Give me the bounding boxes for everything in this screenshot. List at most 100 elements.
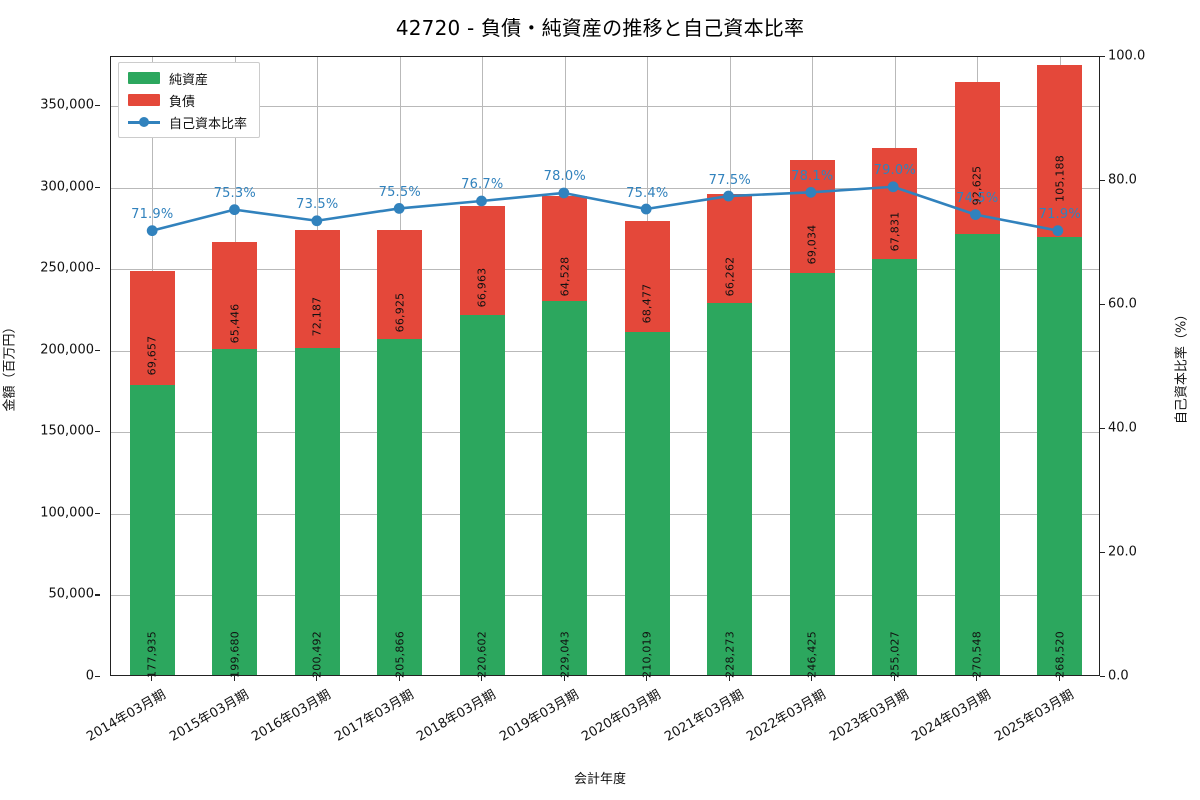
gridline-horizontal [111,432,1099,434]
stacked-bar[interactable]: 228,273 66,262 [707,194,753,678]
bar-segment-liability[interactable] [212,242,258,350]
bar-value-label-liability: 69,034 [805,224,819,264]
x-axis-tickmark [233,676,235,681]
bar-segment-liability[interactable] [624,220,670,333]
bar-value-label-equity: 177,935 [145,631,159,678]
bar-value-label-equity: 228,273 [723,631,737,678]
bar-segment-equity[interactable] [789,272,835,675]
legend-item-2[interactable]: 自己資本比率 [128,114,248,132]
gridline-horizontal [111,187,1099,189]
bar-value-label-liability: 105,188 [1053,155,1067,203]
stacked-bar[interactable]: 268,520 105,188 [1037,65,1083,678]
ratio-value-label: 79.0% [873,163,916,179]
legend-label: 負債 [169,94,196,110]
stacked-bar[interactable]: 229,043 64,528 [542,196,588,678]
y-axis-left-tickmark [95,431,100,433]
y-axis-right-tickmark [1100,552,1105,554]
x-axis-tick-label: 2019年03月期 [496,687,582,745]
legend-swatch-icon [128,94,160,106]
y-axis-left-tick-label: 350,000 [40,97,94,113]
stacked-bar[interactable]: 220,602 66,963 [459,205,505,678]
ratio-value-label: 78.0% [543,169,586,185]
legend-item-0[interactable]: 純資産 [128,70,247,88]
gridline-horizontal [111,105,1099,107]
bar-value-label-liability: 72,187 [310,296,324,337]
x-axis-tickmark [728,676,730,681]
bar-segment-equity[interactable] [624,332,670,675]
x-axis-tick-label: 2014年03月期 [84,687,169,745]
y-axis-right-tick-label: 100.0 [1108,48,1146,64]
y-axis-left-tickmark [95,676,100,678]
bar-segment-liability[interactable] [954,82,1000,234]
stacked-bar[interactable]: 200,492 72,187 [294,230,340,678]
stacked-bar[interactable]: 199,680 65,446 [212,242,258,678]
ratio-value-label: 73.5% [296,197,339,213]
legend-item-1[interactable]: 負債 [128,92,247,110]
stacked-bar[interactable]: 246,425 69,034 [789,160,835,678]
y-axis-left-tickmark [95,349,100,351]
bar-value-label-liability: 69,657 [145,335,159,376]
gridline-horizontal [111,350,1099,352]
y-axis-right-tickmark [1100,180,1105,182]
bar-segment-equity[interactable] [542,301,588,675]
y-axis-left-tick-label: 0 [85,668,94,684]
x-axis-tickmark [563,676,565,681]
bar-segment-liability[interactable] [129,271,175,385]
bar-segment-equity[interactable] [872,258,918,675]
bar-segment-equity[interactable] [212,349,258,675]
x-axis-tickmark [481,676,483,681]
legend-label: 自己資本比率 [169,116,248,132]
bar-segment-equity[interactable] [954,233,1000,675]
stacked-bar[interactable]: 210,019 68,477 [624,220,670,678]
x-axis-tick-label: 2022年03月期 [744,687,829,745]
x-axis-tickmark [646,676,648,681]
legend-line-marker-icon [128,116,160,128]
chart-legend: 純資産負債自己資本比率 [118,62,261,138]
y-axis-right-tick-label: 0.0 [1108,668,1129,684]
y-axis-right-tickmark [1100,428,1105,430]
stacked-bar[interactable]: 205,866 66,925 [377,229,423,678]
bar-segment-equity[interactable] [377,339,423,675]
bar-segment-equity[interactable] [1037,236,1083,675]
bar-value-label-liability: 68,477 [640,284,654,324]
bar-value-label-liability: 66,963 [475,268,489,308]
bar-value-label-liability: 66,925 [393,292,407,332]
ratio-value-label: 75.3% [213,186,256,202]
legend-label: 純資産 [169,72,209,88]
bar-segment-equity[interactable] [707,302,753,675]
bar-segment-liability[interactable] [294,230,340,348]
bar-segment-equity[interactable] [459,315,505,675]
stacked-bar[interactable]: 255,027 67,831 [872,148,918,678]
bar-value-label-liability: 65,446 [228,303,242,344]
bar-value-label-equity: 229,043 [558,631,572,678]
gridline-horizontal [111,269,1099,271]
ratio-value-label: 75.5% [378,184,421,200]
y-axis-left-label: 金額（百万円） [2,320,18,412]
ratio-value-label: 77.5% [708,172,751,188]
ratio-value-label: 74.5% [956,191,999,207]
y-axis-left-tick-label: 150,000 [40,423,94,439]
x-axis-label: 会計年度 [573,772,626,787]
stacked-bar[interactable]: 177,935 69,657 [129,271,175,678]
y-axis-right-tick-label: 40.0 [1108,420,1137,436]
bar-value-label-liability: 66,262 [723,256,737,296]
y-axis-left-tick-label: 300,000 [40,179,94,195]
bar-segment-liability[interactable] [377,229,423,340]
y-axis-left-tickmark [95,186,100,188]
ratio-value-label: 78.1% [791,168,834,184]
x-axis-tickmark [976,676,978,681]
ratio-value-label: 76.7% [461,177,504,193]
x-axis-tickmark [316,676,318,681]
y-axis-right-tickmark [1100,56,1105,58]
x-axis-tickmark [398,676,400,681]
x-axis-tick-label: 2025年03月期 [991,687,1077,745]
bar-value-label-equity: 205,866 [393,631,407,678]
bar-value-label-equity: 220,602 [475,631,489,678]
bar-value-label-equity: 246,425 [805,631,819,678]
bar-segment-equity[interactable] [129,384,175,675]
stacked-bar[interactable]: 270,548 92,625 [954,82,1000,678]
plot-inner: 177,935 69,657 199,680 65,446 200,492 72,187 2… [111,57,1099,678]
bar-segment-equity[interactable] [294,347,340,675]
x-axis-tick-label: 2018年03月期 [414,687,499,745]
